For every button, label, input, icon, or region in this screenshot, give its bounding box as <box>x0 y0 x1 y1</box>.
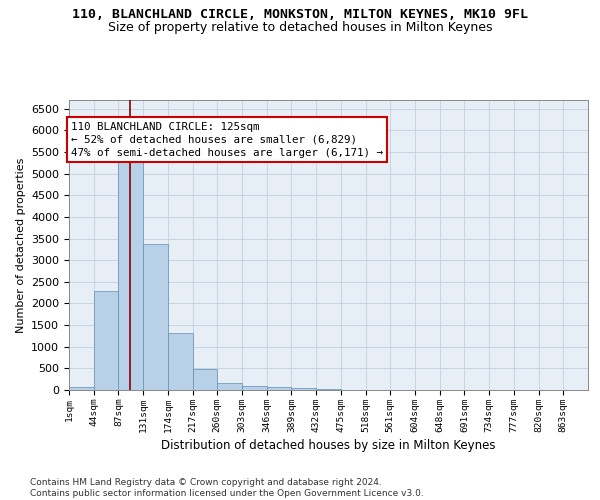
Bar <box>69 387 94 390</box>
Bar <box>217 383 242 390</box>
Bar <box>267 387 292 390</box>
Bar <box>143 244 168 390</box>
Bar <box>118 154 143 390</box>
Text: Contains HM Land Registry data © Crown copyright and database right 2024.
Contai: Contains HM Land Registry data © Crown c… <box>30 478 424 498</box>
Text: 110, BLANCHLAND CIRCLE, MONKSTON, MILTON KEYNES, MK10 9FL: 110, BLANCHLAND CIRCLE, MONKSTON, MILTON… <box>72 8 528 20</box>
X-axis label: Distribution of detached houses by size in Milton Keynes: Distribution of detached houses by size … <box>161 439 496 452</box>
Text: 110 BLANCHLAND CIRCLE: 125sqm
← 52% of detached houses are smaller (6,829)
47% o: 110 BLANCHLAND CIRCLE: 125sqm ← 52% of d… <box>71 122 383 158</box>
Y-axis label: Number of detached properties: Number of detached properties <box>16 158 26 332</box>
Bar <box>242 386 267 390</box>
Bar <box>292 388 316 390</box>
Bar <box>193 369 217 390</box>
Bar <box>168 334 193 390</box>
Text: Size of property relative to detached houses in Milton Keynes: Size of property relative to detached ho… <box>108 21 492 34</box>
Bar <box>316 389 341 390</box>
Bar <box>94 292 118 390</box>
